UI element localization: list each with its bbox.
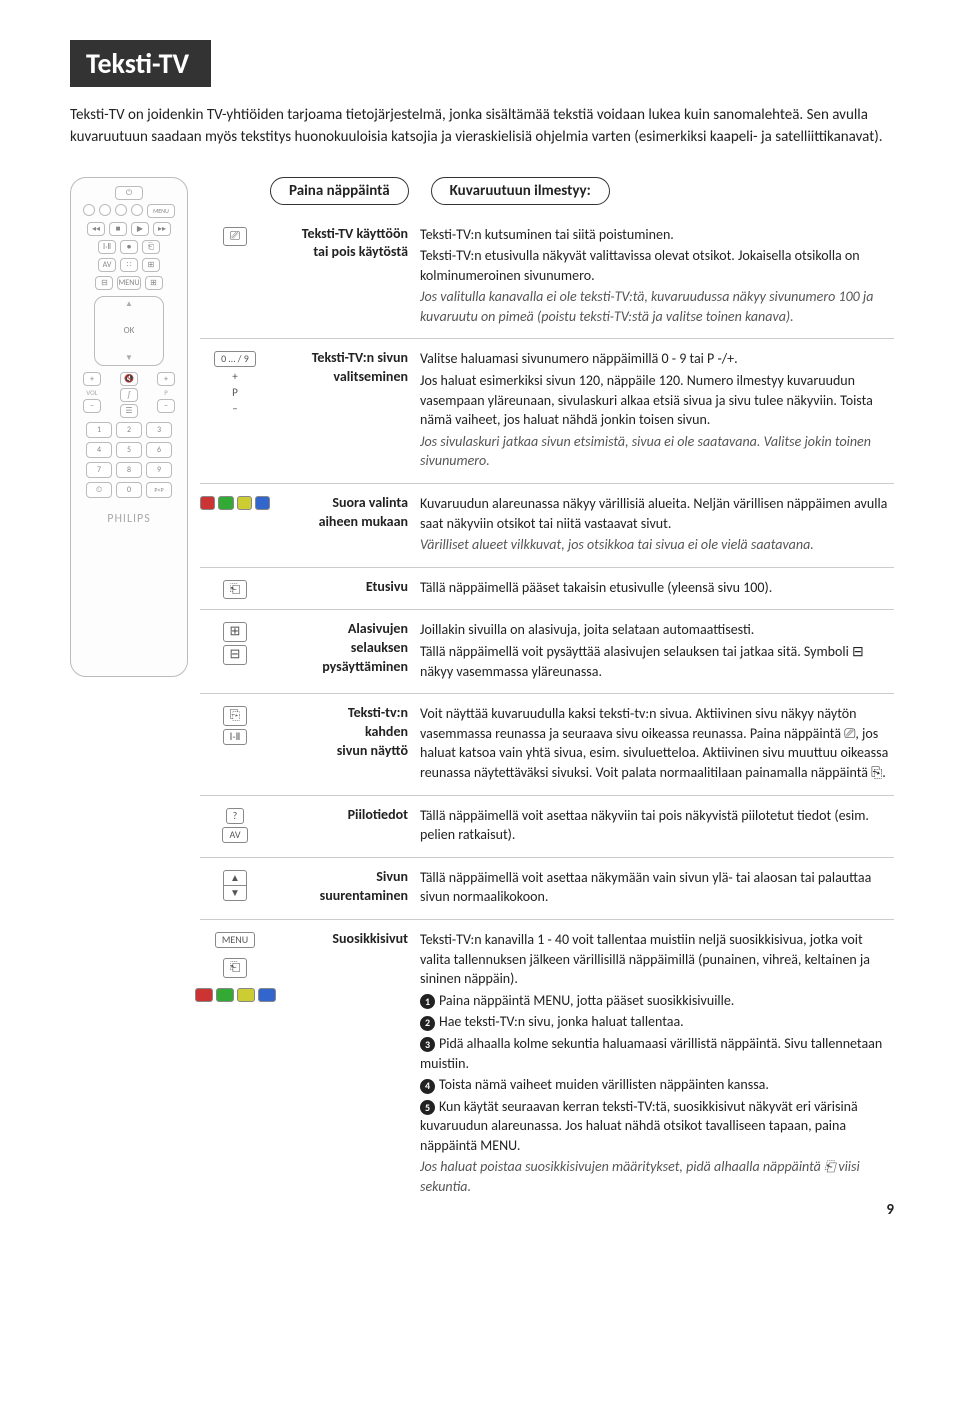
btn-p: P xyxy=(232,386,238,399)
step-1-num: 1 xyxy=(420,994,435,1009)
intro-text: Teksti-TV on joidenkin TV-yhtiöiden tarj… xyxy=(70,105,894,149)
r4-label: Etusivu xyxy=(270,578,408,597)
r3-desc-italic: Värilliset alueet vilkkuvat, jos otsikko… xyxy=(420,535,894,555)
remote-illustration: ⏻ MENU ◂◂■▶▸▸ Ⅰ·Ⅱ●⎗ AV∷⊞ ⊟MENU⊞ OK +VOL−… xyxy=(70,177,188,677)
r2-desc-l1: Valitse haluamasi sivunumero näppäimillä… xyxy=(420,349,894,369)
r9-step3: Pidä alhaalla kolme sekuntia haluamaasi … xyxy=(420,1035,882,1072)
r5-desc-l1: Joillakin sivuilla on alasivuja, joita s… xyxy=(420,620,894,640)
step-4-num: 4 xyxy=(420,1079,435,1094)
r3-label-l2: aiheen mukaan xyxy=(270,513,408,532)
r1-desc-l2: Teksti-TV:n etusivulla näkyvät valittavi… xyxy=(420,246,894,285)
btn-subpage-icon: ⊞ xyxy=(223,622,248,642)
color-buttons xyxy=(200,496,270,510)
r9-step4: Toista nämä vaiheet muiden värillisten n… xyxy=(439,1076,769,1093)
btn-info-icon: ⎗ xyxy=(223,958,247,978)
r3-label-l1: Suora valinta xyxy=(270,494,408,513)
btn-down-icon: ▼ xyxy=(223,885,247,901)
r6-label-l2: kahden xyxy=(270,723,408,742)
r6-desc: Voit näyttää kuvaruudulla kaksi teksti-t… xyxy=(420,704,894,782)
r6-label-l1: Teksti-tv:n xyxy=(270,704,408,723)
r2-label-l1: Teksti-TV:n sivun xyxy=(270,349,408,368)
r5-label-l2: selauksen xyxy=(270,639,408,658)
r9-step5: Kun käytät seuraavan kerran teksti-TV:tä… xyxy=(420,1098,858,1154)
r8-desc: Tällä näppäimellä voit asettaa näkymään … xyxy=(420,868,894,907)
btn-i-ii: Ⅰ-Ⅱ xyxy=(223,729,248,745)
r7-desc: Tällä näppäimellä voit asettaa näkyviin … xyxy=(420,806,894,845)
header-result: Kuvaruutuun ilmestyy: xyxy=(431,177,610,205)
r9-label: Suosikkisivut xyxy=(270,930,408,949)
r5-label-l3: pysäyttäminen xyxy=(270,658,408,677)
r1-label-l2: tai pois käytöstä xyxy=(270,243,408,262)
page-title: Teksti-TV xyxy=(70,40,211,87)
btn-reveal-icon: ? xyxy=(226,808,245,824)
r7-label: Piilotiedot xyxy=(270,806,408,825)
color-buttons-2 xyxy=(195,988,276,1002)
step-3-num: 3 xyxy=(420,1037,435,1052)
btn-dual-icon: ⎘ xyxy=(223,706,247,726)
btn-av: AV xyxy=(222,827,247,843)
r1-desc-italic: Jos valitulla kanavalla ei ole teksti-TV… xyxy=(420,287,894,326)
btn-digits: 0 … / 9 xyxy=(214,351,256,367)
btn-hold-icon: ⊟ xyxy=(223,645,248,665)
r4-desc: Tällä näppäimellä pääset takaisin etusiv… xyxy=(420,578,894,598)
r9-desc-l1: Teksti-TV:n kanavilla 1 - 40 voit tallen… xyxy=(420,930,894,989)
r2-desc-italic: Jos sivulaskuri jatkaa sivun etsimistä, … xyxy=(420,432,894,471)
remote-brand: PHILIPS xyxy=(77,512,181,526)
btn-home-icon: ⎗ xyxy=(223,580,247,600)
r2-desc-l2: Jos haluat esimerkiksi sivun 120, näppäi… xyxy=(420,371,894,430)
r9-desc-italic: Jos haluat poistaa suosikkisivujen määri… xyxy=(420,1157,894,1196)
step-2-num: 2 xyxy=(420,1016,435,1031)
btn-plus: + xyxy=(232,370,237,383)
r2-label-l2: valitseminen xyxy=(270,368,408,387)
r6-label-l3: sivun näyttö xyxy=(270,742,408,761)
step-5-num: 5 xyxy=(420,1100,435,1115)
header-press: Paina näppäintä xyxy=(270,177,409,205)
r8-label-l1: Sivun xyxy=(270,868,408,887)
r1-label-l1: Teksti-TV käyttöön xyxy=(270,225,408,244)
r1-desc-l1: Teksti-TV:n kutsuminen tai siitä poistum… xyxy=(420,225,894,245)
r9-step1: Paina näppäintä MENU, jotta pääset suosi… xyxy=(439,992,734,1009)
page-number: 9 xyxy=(886,1201,894,1219)
btn-teletext-icon: ⎚ xyxy=(223,227,247,247)
r9-step2: Hae teksti-TV:n sivu, jonka haluat talle… xyxy=(439,1013,684,1030)
r3-desc-l1: Kuvaruudun alareunassa näkyy värillisiä … xyxy=(420,494,894,533)
btn-minus: – xyxy=(232,402,237,415)
r5-desc-l2: Tällä näppäimellä voit pysäyttää alasivu… xyxy=(420,642,894,681)
r5-label-l1: Alasivujen xyxy=(270,620,408,639)
btn-menu: MENU xyxy=(215,932,255,948)
btn-up-icon: ▲ xyxy=(223,870,247,885)
r8-label-l2: suurentaminen xyxy=(270,887,408,906)
